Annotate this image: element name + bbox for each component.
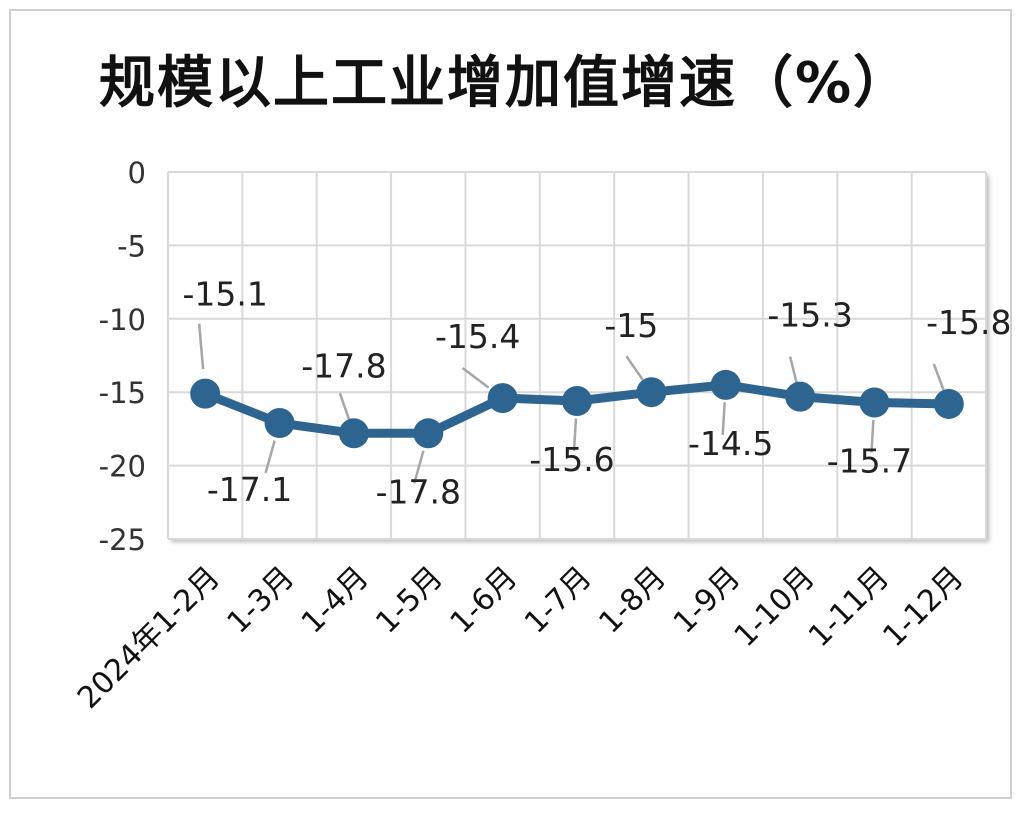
y-tick-label: -20 <box>99 450 146 484</box>
leader-line <box>338 392 351 420</box>
y-tick-label: 0 <box>128 156 146 190</box>
data-point <box>785 381 816 412</box>
data-label: -15.4 <box>435 317 520 356</box>
leader-line <box>721 402 726 435</box>
data-label: -15.3 <box>767 296 852 335</box>
y-tick-label: -25 <box>99 523 146 557</box>
data-label: -17.8 <box>301 346 386 385</box>
x-tick-label: 1-12月 <box>876 560 970 654</box>
leader-line <box>461 367 490 389</box>
data-label: -15.6 <box>529 440 614 479</box>
data-point <box>859 387 890 418</box>
data-point <box>636 377 667 408</box>
y-tick-label: -5 <box>117 229 146 263</box>
data-point <box>933 388 964 419</box>
data-point <box>710 369 741 400</box>
data-point <box>487 383 518 414</box>
data-label: -17.8 <box>376 472 461 511</box>
leader-line <box>932 363 945 391</box>
chart-title: 规模以上工业增加值增速（%） <box>98 51 912 116</box>
data-point <box>413 418 444 449</box>
leader-line <box>572 418 578 452</box>
x-tick-label: 1-4月 <box>295 560 376 641</box>
data-point <box>338 418 369 449</box>
plot-area <box>168 172 986 539</box>
x-tick-label: 1-5月 <box>369 560 450 641</box>
data-label: -17.1 <box>207 470 292 509</box>
data-point <box>264 408 295 439</box>
data-point <box>190 378 221 409</box>
leader-line <box>625 355 644 381</box>
x-tick-label: 1-10月 <box>728 560 822 654</box>
leader-line <box>197 323 205 370</box>
data-label: -15.8 <box>926 303 1011 342</box>
x-tick-label: 1-3月 <box>221 560 302 641</box>
data-label: -15 <box>604 306 658 345</box>
leader-line <box>413 450 425 484</box>
y-tick-label: -10 <box>99 303 146 337</box>
leader-line <box>870 419 875 453</box>
x-tick-label: 2024年1-2月 <box>71 560 227 716</box>
data-label: -15.7 <box>827 441 912 480</box>
x-tick-label: 1-7月 <box>518 560 599 641</box>
data-point <box>562 386 592 417</box>
x-tick-label: 1-11月 <box>802 560 896 654</box>
y-tick-label: -15 <box>99 376 146 410</box>
leader-line <box>264 440 276 474</box>
data-label: -15.1 <box>182 275 267 314</box>
leader-line <box>788 356 798 383</box>
x-tick-label: 1-6月 <box>444 560 525 641</box>
data-label: -14.5 <box>688 424 773 463</box>
x-tick-label: 1-8月 <box>592 560 673 641</box>
